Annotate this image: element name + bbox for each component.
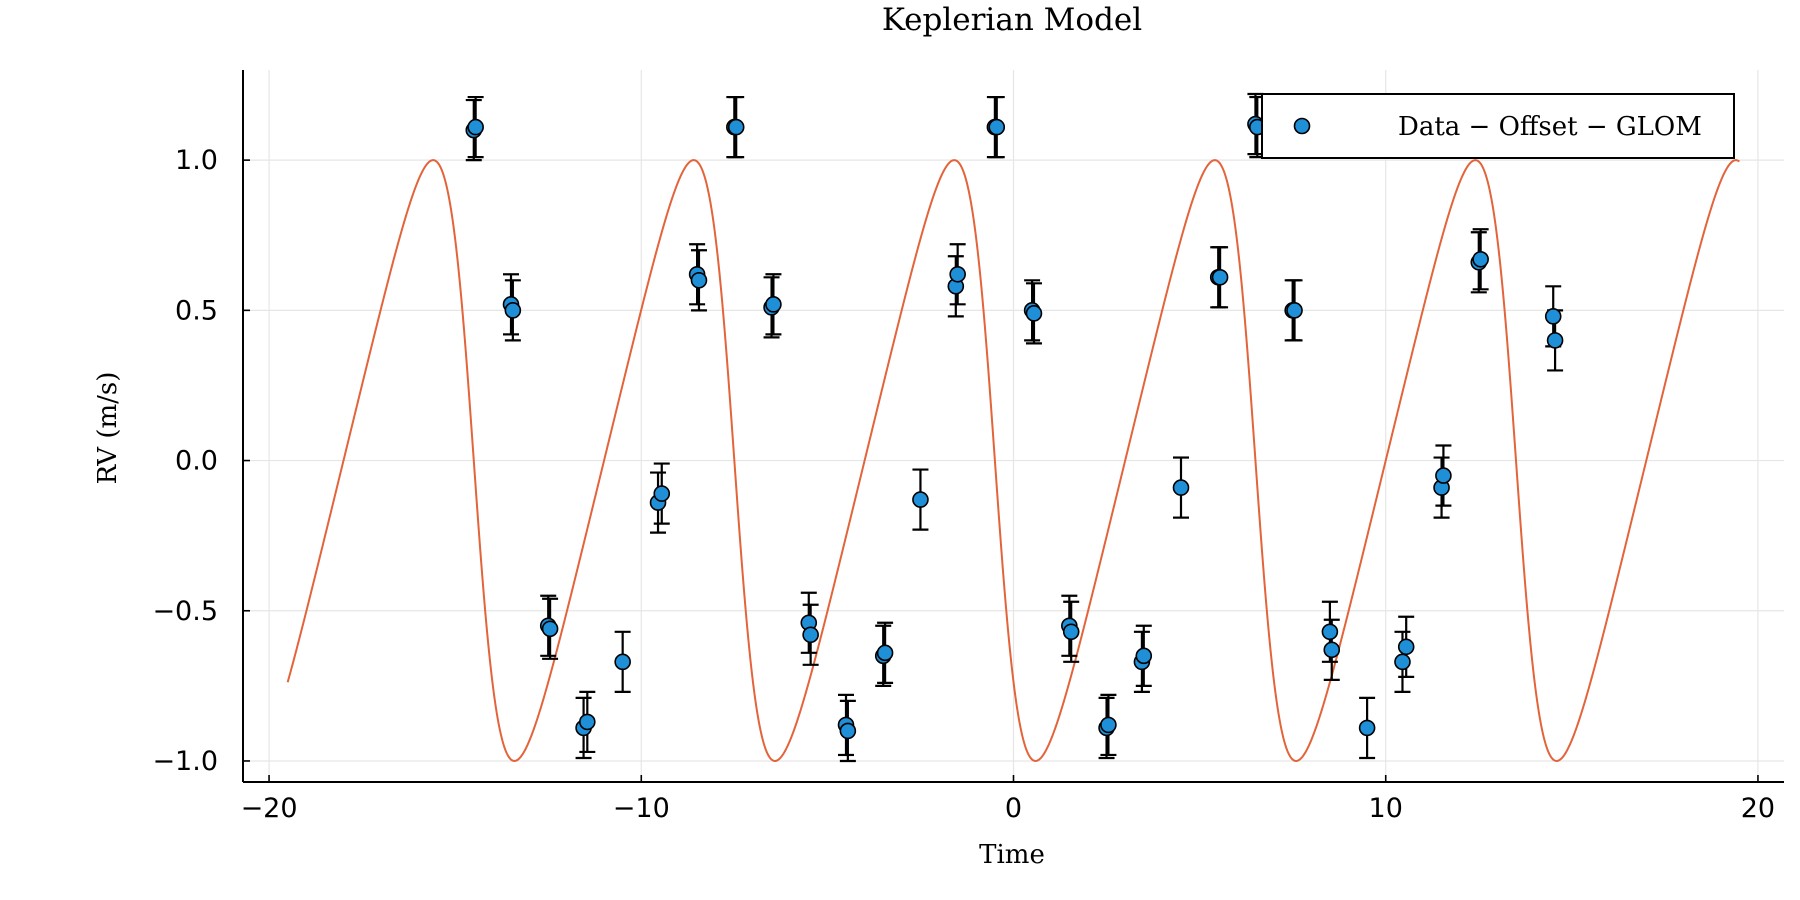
data-point xyxy=(1062,623,1080,641)
x-tick-label: −10 xyxy=(613,793,670,824)
data-point xyxy=(541,620,559,638)
model-curve-layer xyxy=(286,159,1740,762)
y-axis-label: RV (m/s) xyxy=(93,372,123,485)
data-point xyxy=(802,626,819,644)
data-points-layer xyxy=(465,115,1564,740)
data-point xyxy=(1025,305,1043,322)
legend: Data − Offset − GLOM xyxy=(1261,93,1735,159)
data-point xyxy=(690,271,708,289)
data-point xyxy=(504,302,522,319)
data-point xyxy=(1286,302,1303,319)
data-point xyxy=(653,485,671,502)
legend-label: Data − Offset − GLOM xyxy=(1398,112,1702,142)
axes xyxy=(242,70,1784,783)
data-point xyxy=(579,713,596,731)
data-point xyxy=(1100,716,1117,734)
data-point xyxy=(1211,268,1229,286)
data-point xyxy=(988,118,1006,136)
data-point xyxy=(1544,308,1562,325)
grid xyxy=(243,70,1784,782)
y-tick-label: 1.0 xyxy=(175,145,218,176)
model-curve xyxy=(286,159,1740,762)
y-tick-label: 0.5 xyxy=(175,295,218,326)
data-point xyxy=(727,118,745,136)
data-point xyxy=(1435,467,1452,484)
y-tick-label: −0.5 xyxy=(152,596,218,627)
data-point xyxy=(1358,719,1376,737)
legend-marker xyxy=(1293,117,1311,135)
data-point xyxy=(467,118,484,136)
x-tick-label: −20 xyxy=(241,793,298,824)
data-point xyxy=(1321,623,1339,641)
chart-title: Keplerian Model xyxy=(882,2,1142,38)
data-point xyxy=(912,491,929,508)
x-tick-label: 0 xyxy=(1005,793,1022,824)
x-tick-label: 20 xyxy=(1741,793,1775,824)
y-tick-label: −1.0 xyxy=(152,746,218,777)
x-tick-label: 10 xyxy=(1369,793,1403,824)
data-point xyxy=(876,644,894,662)
data-point xyxy=(1397,638,1415,656)
data-point xyxy=(1394,653,1411,671)
tick-labels: −20 −10 0 10 20 −1.0 −0.5 0.0 0.5 1.0 xyxy=(152,145,1775,824)
x-axis-label: Time xyxy=(979,840,1045,870)
data-point xyxy=(614,653,631,671)
data-point xyxy=(949,265,966,283)
legend-box xyxy=(1261,93,1735,159)
y-tick-label: 0.0 xyxy=(175,446,218,477)
data-point xyxy=(1472,250,1489,268)
data-point xyxy=(765,296,782,313)
data-point xyxy=(1172,479,1190,496)
data-point xyxy=(1323,641,1341,659)
data-point xyxy=(1135,647,1153,665)
data-point xyxy=(839,722,857,740)
data-point xyxy=(1546,332,1564,349)
